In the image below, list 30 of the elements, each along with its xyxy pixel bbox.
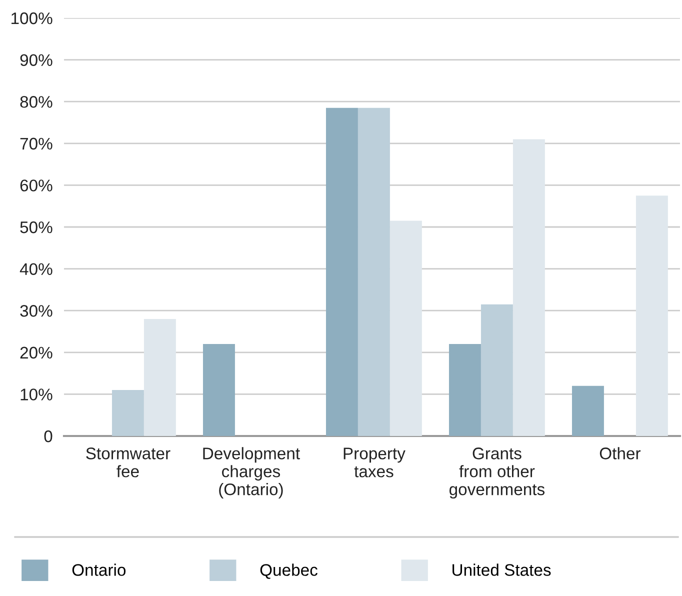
x-tick-label: Development charges (Ontario) xyxy=(203,447,300,499)
bar xyxy=(358,108,390,436)
legend-label: Ontario xyxy=(72,564,126,576)
y-tick-label: 80% xyxy=(20,96,52,108)
y-tick-label: 50% xyxy=(20,221,52,234)
y-tick-label: 90% xyxy=(20,54,52,66)
bar xyxy=(448,344,481,436)
y-tick-label: 70% xyxy=(20,138,52,150)
x-tick-label: Other xyxy=(600,447,641,460)
bar xyxy=(636,196,668,436)
bar xyxy=(512,139,545,436)
y-tick-label: 20% xyxy=(20,346,52,359)
x-tick-label: Grants from other governments xyxy=(449,448,545,499)
y-tick-label: 40% xyxy=(20,263,52,276)
y-tick-label: 0 xyxy=(44,430,52,442)
legend-label: United States xyxy=(452,564,551,576)
bar xyxy=(144,318,176,436)
y-tick-label: 60% xyxy=(20,180,52,192)
bar xyxy=(112,390,144,436)
bar xyxy=(480,304,513,436)
x-tick-label: Stormwater fee xyxy=(86,448,170,478)
legend-label: Quebec xyxy=(260,564,318,579)
bar xyxy=(572,386,604,436)
x-tick-label: Property taxes xyxy=(344,448,406,478)
bar xyxy=(390,220,422,436)
y-tick-label: 30% xyxy=(20,305,52,317)
y-tick-label: 10% xyxy=(20,388,52,400)
bar xyxy=(326,108,358,436)
bar xyxy=(202,344,235,436)
y-tick-label: 100% xyxy=(12,12,52,24)
